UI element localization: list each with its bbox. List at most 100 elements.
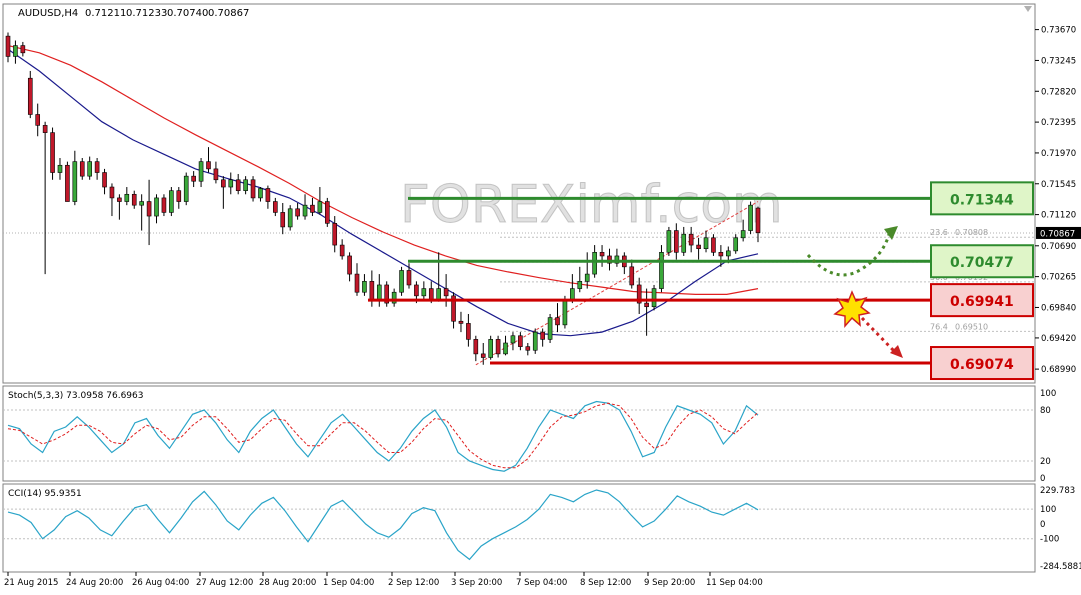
candle[interactable] [347, 252, 352, 282]
candle[interactable] [718, 245, 724, 267]
candle[interactable] [674, 223, 679, 260]
candle[interactable] [139, 194, 144, 231]
candle[interactable] [154, 194, 159, 224]
candle[interactable] [547, 313, 553, 344]
candle[interactable] [740, 219, 746, 242]
candle[interactable] [13, 40, 18, 64]
candle[interactable] [124, 187, 130, 206]
cci-pane[interactable] [2, 483, 1036, 573]
candle[interactable] [169, 187, 174, 217]
candle[interactable] [451, 292, 456, 329]
candle[interactable] [406, 263, 412, 289]
candle[interactable] [332, 216, 338, 253]
candle[interactable] [599, 245, 605, 267]
candle[interactable] [198, 158, 204, 188]
candle[interactable] [50, 127, 55, 180]
candle[interactable] [280, 202, 286, 235]
candle[interactable] [57, 158, 63, 180]
candle[interactable] [748, 201, 753, 235]
candle[interactable] [696, 237, 701, 260]
candle[interactable] [466, 313, 471, 347]
candle[interactable] [295, 202, 300, 220]
candle[interactable] [666, 226, 672, 256]
candle[interactable] [221, 176, 226, 209]
candle[interactable] [614, 248, 620, 267]
candle[interactable] [555, 303, 560, 333]
candle[interactable] [109, 183, 115, 217]
candle[interactable] [228, 172, 234, 195]
candle[interactable] [258, 187, 263, 202]
candle[interactable] [659, 245, 664, 293]
candle[interactable] [102, 168, 107, 195]
candle[interactable] [518, 332, 523, 351]
candle[interactable] [94, 158, 100, 180]
candle[interactable] [72, 150, 78, 206]
candle[interactable] [354, 263, 360, 296]
candle[interactable] [584, 252, 590, 289]
candle[interactable] [503, 335, 508, 356]
candle[interactable] [183, 172, 189, 206]
candle[interactable] [35, 103, 41, 137]
candle[interactable] [79, 158, 85, 180]
candle[interactable] [480, 343, 486, 365]
candle[interactable] [651, 284, 657, 311]
candle[interactable] [273, 197, 278, 217]
candle[interactable] [20, 41, 26, 57]
candle[interactable] [532, 328, 538, 354]
candle[interactable] [287, 205, 293, 231]
candle[interactable] [540, 328, 545, 347]
candle[interactable] [755, 206, 761, 243]
candle[interactable] [688, 226, 694, 253]
candle[interactable] [302, 194, 308, 220]
chart-scroll-marker-icon[interactable] [1024, 6, 1032, 12]
candle[interactable] [607, 248, 612, 271]
candle[interactable] [703, 230, 709, 253]
candle[interactable] [384, 281, 390, 307]
candle[interactable] [65, 161, 70, 202]
candle[interactable] [317, 187, 323, 215]
candle[interactable] [213, 161, 219, 184]
candle[interactable] [362, 274, 367, 296]
candle[interactable] [176, 187, 182, 209]
candle[interactable] [458, 311, 464, 333]
candle[interactable] [636, 277, 642, 314]
candle[interactable] [250, 176, 256, 202]
candle[interactable] [488, 335, 493, 360]
candle[interactable] [27, 70, 33, 119]
candle[interactable] [235, 173, 241, 195]
candle-body [347, 255, 352, 275]
candle[interactable] [325, 197, 330, 227]
candle[interactable] [87, 156, 92, 180]
candle[interactable] [161, 194, 167, 217]
candle-body [109, 186, 115, 199]
candle[interactable] [310, 197, 315, 217]
candle[interactable] [391, 288, 397, 307]
candle[interactable] [399, 266, 404, 296]
candle[interactable] [510, 332, 516, 351]
candle[interactable] [525, 343, 531, 356]
candle[interactable] [495, 335, 501, 358]
candle[interactable] [629, 259, 635, 289]
candle[interactable] [191, 171, 196, 188]
candle[interactable] [421, 281, 427, 300]
candle[interactable] [681, 226, 687, 256]
candle[interactable] [644, 288, 649, 336]
candle[interactable] [131, 190, 137, 209]
stoch-pane[interactable] [2, 385, 1036, 482]
candle[interactable] [146, 179, 152, 246]
candle[interactable] [577, 266, 583, 293]
candle[interactable] [339, 239, 345, 260]
candle[interactable] [473, 335, 479, 362]
candle[interactable] [265, 185, 271, 209]
candle[interactable] [206, 147, 211, 173]
candle[interactable] [5, 32, 11, 63]
candle[interactable] [117, 194, 122, 220]
candle[interactable] [733, 234, 739, 254]
candle-body [221, 179, 226, 188]
time-label: 1 Sep 04:00 [323, 578, 374, 588]
candle[interactable] [42, 121, 48, 275]
candle[interactable] [711, 234, 716, 256]
candle[interactable] [243, 176, 248, 195]
